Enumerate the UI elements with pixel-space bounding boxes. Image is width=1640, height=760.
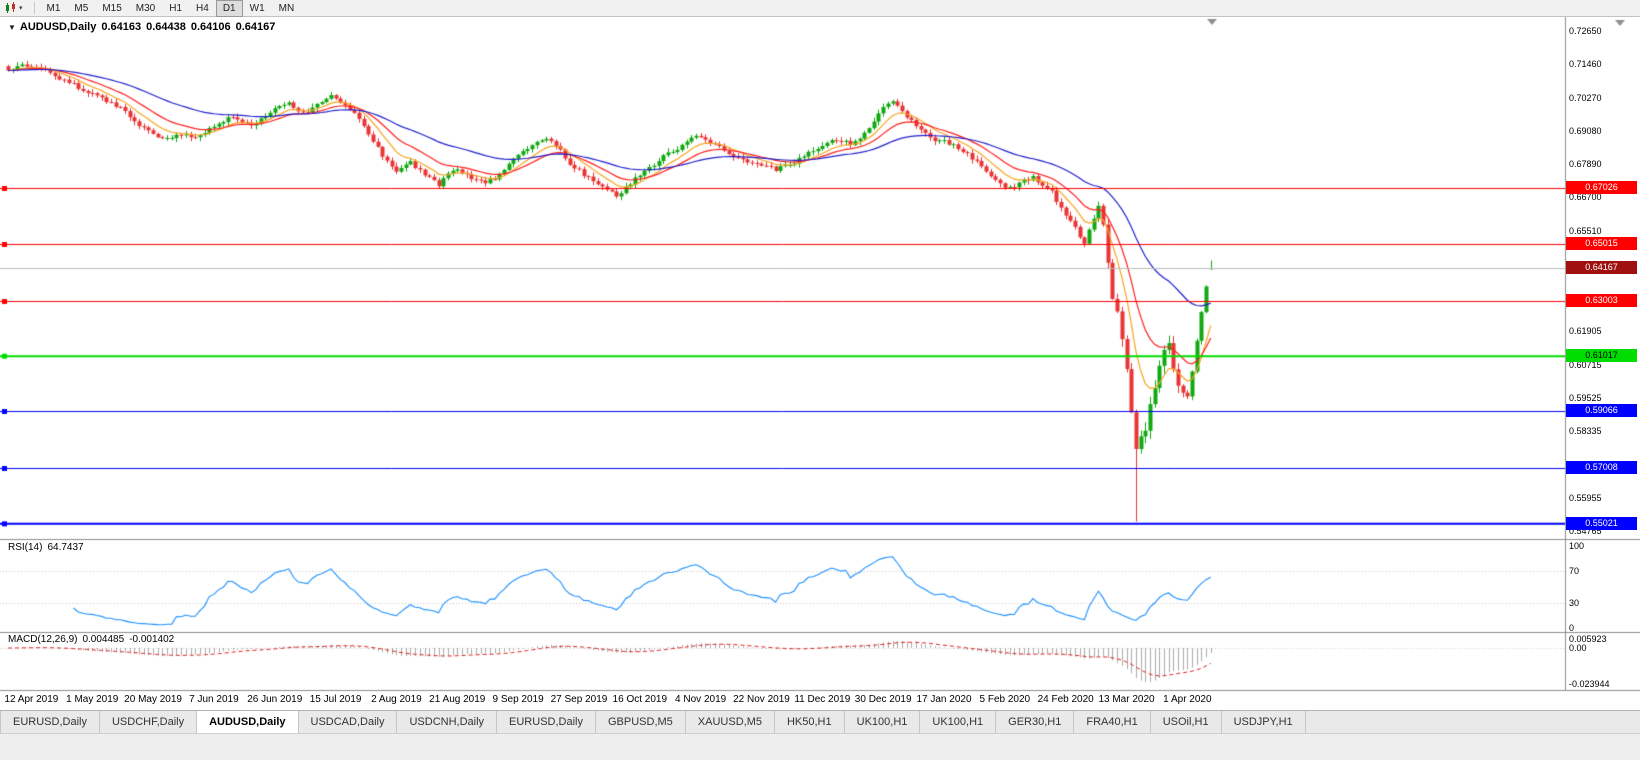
chart-tab-ger30-h1-11[interactable]: GER30,H1 <box>996 711 1075 733</box>
chart-tab-xauusd-m5-7[interactable]: XAUUSD,M5 <box>685 711 775 733</box>
timeframe-button-m5[interactable]: M5 <box>74 2 89 14</box>
ohlc-close: 0.64167 <box>235 21 276 33</box>
ohlc-low: 0.64106 <box>190 21 231 33</box>
timeframe-button-mn[interactable]: MN <box>278 2 295 14</box>
timeframe-button-h4[interactable]: H4 <box>196 2 209 14</box>
chart-tab-usdjpy-h1-14[interactable]: USDJPY,H1 <box>1221 711 1306 733</box>
chart-tab-bar: EURUSD,Daily USDCHF,Daily AUDUSD,Daily USDC… <box>0 710 1640 733</box>
macd-signal-value: -0.001402 <box>129 634 175 645</box>
timeframe-button-m15[interactable]: M15 <box>102 2 122 14</box>
chevron-down-icon: ▾ <box>19 5 23 12</box>
status-bar <box>0 733 1640 760</box>
chart-tab-hk50-h1-8[interactable]: HK50,H1 <box>774 711 845 733</box>
timeframe-button-m1[interactable]: M1 <box>46 2 61 14</box>
toolbar-separator <box>33 2 35 14</box>
timeframe-button-w1[interactable]: W1 <box>249 2 265 14</box>
indicator-list-arrow-icon[interactable]: ▼ <box>8 23 16 32</box>
timeframe-button-d1[interactable]: D1 <box>215 0 243 17</box>
chart-tab-uk100-h1-9[interactable]: UK100,H1 <box>844 711 921 733</box>
macd-indicator-label: MACD(12,26,9) 0.004485 -0.001402 <box>8 634 179 645</box>
chart-tab-fra40-h1-12[interactable]: FRA40,H1 <box>1074 711 1151 733</box>
macd-name: MACD(12,26,9) <box>8 634 78 645</box>
timeframe-buttons: M1 M5 M15 M30 H1 H4 D1 W1 MN <box>40 0 302 17</box>
rsi-indicator-label: RSI(14) 64.7437 <box>8 542 89 553</box>
chart-tab-gbpusd-m5-6[interactable]: GBPUSD,M5 <box>596 711 686 733</box>
chart-tab-usdcnh-daily-4[interactable]: USDCNH,Daily <box>397 711 498 733</box>
chart-tab-eurusd-daily-0[interactable]: EURUSD,Daily <box>0 711 100 733</box>
chart-tab-usdcad-daily-3[interactable]: USDCAD,Daily <box>298 711 398 733</box>
rsi-value: 64.7437 <box>47 542 84 553</box>
chart-tab-audusd-daily-2[interactable]: AUDUSD,Daily <box>197 711 299 733</box>
chart-tab-uk100-h1-10[interactable]: UK100,H1 <box>920 711 997 733</box>
timeframe-button-h1[interactable]: H1 <box>169 2 183 14</box>
candlestick-chart-icon <box>6 2 15 13</box>
ohlc-open: 0.64163 <box>101 21 142 33</box>
chart-tab-usdchf-daily-1[interactable]: USDCHF,Daily <box>99 711 198 733</box>
timeframe-toolbar: ▾ M1 M5 M15 M30 H1 H4 D1 W1 MN <box>0 0 1640 17</box>
chart-type-icon[interactable]: ▾ <box>4 2 23 14</box>
chart-symbol-ohlc: ▼ AUDUSD,Daily 0.64163 0.64438 0.64106 0.6416… <box>8 21 280 33</box>
chart-tab-usoil-h1-13[interactable]: USOil,H1 <box>1150 711 1222 733</box>
chart-symbol-label: AUDUSD,Daily <box>19 21 97 33</box>
macd-main-value: 0.004485 <box>82 634 125 645</box>
chart-tab-eurusd-daily-5[interactable]: EURUSD,Daily <box>497 711 596 733</box>
ohlc-high: 0.64438 <box>146 21 186 33</box>
timeframe-button-m30[interactable]: M30 <box>135 2 156 14</box>
rsi-name: RSI(14) <box>8 542 43 553</box>
